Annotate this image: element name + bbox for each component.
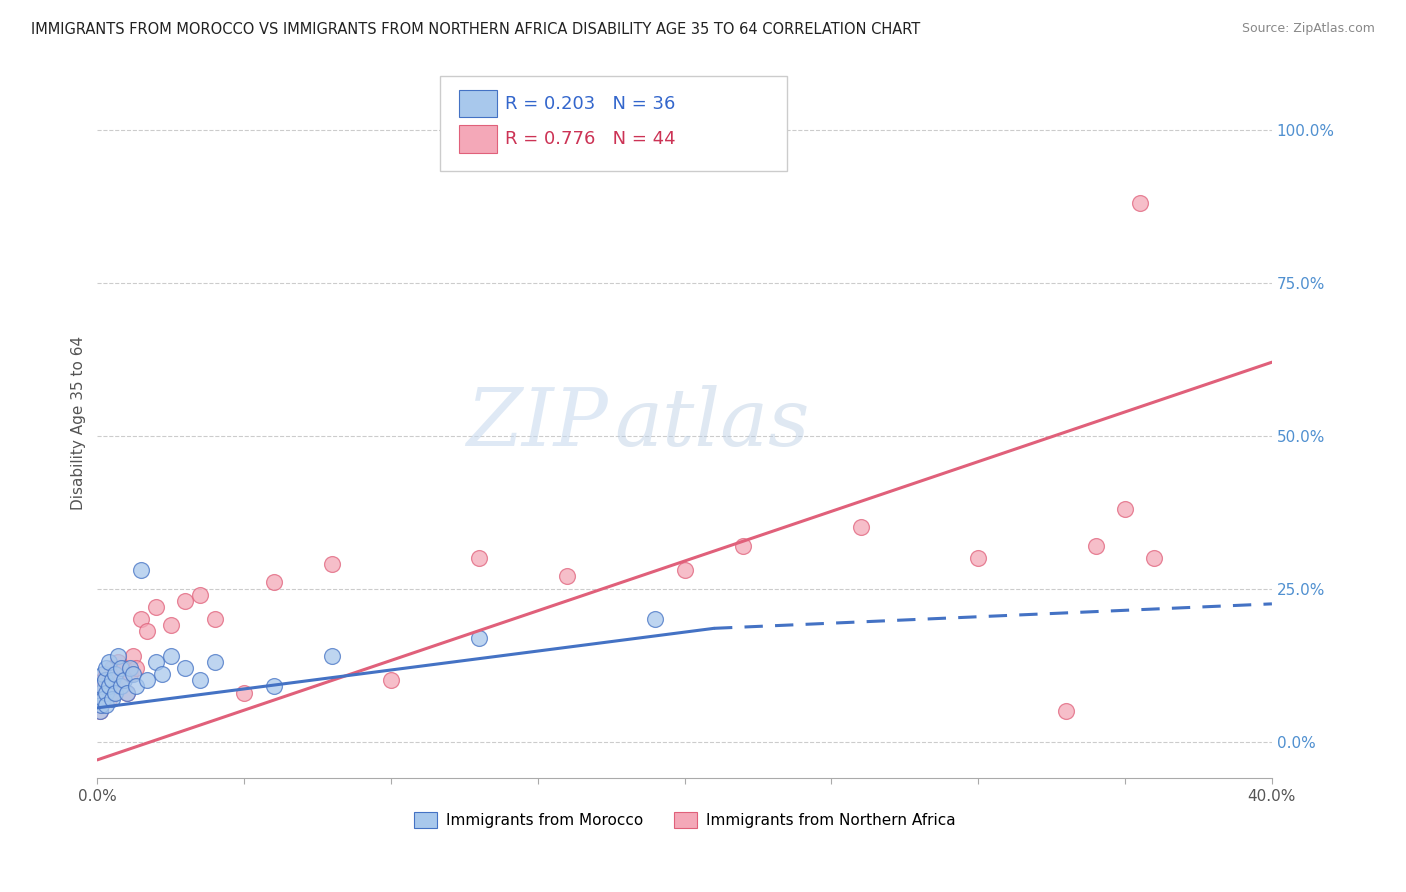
Point	[91, 691, 114, 706]
Point	[89, 685, 111, 699]
Point	[145, 599, 167, 614]
Point	[115, 685, 138, 699]
Point	[1143, 551, 1166, 566]
Text: atlas: atlas	[614, 384, 810, 462]
Point	[321, 557, 343, 571]
Point	[112, 661, 135, 675]
Point	[98, 691, 121, 706]
Point	[204, 655, 226, 669]
Point	[321, 648, 343, 663]
Point	[90, 698, 112, 712]
Point	[188, 588, 211, 602]
Point	[91, 667, 114, 681]
Text: R = 0.776   N = 44: R = 0.776 N = 44	[505, 130, 675, 148]
Point	[131, 612, 153, 626]
Point	[124, 680, 146, 694]
Point	[1114, 502, 1136, 516]
Point	[204, 612, 226, 626]
Point	[468, 551, 491, 566]
Point	[121, 648, 143, 663]
Point	[107, 648, 129, 663]
Point	[90, 680, 112, 694]
Point	[101, 673, 124, 688]
Point	[124, 661, 146, 675]
Point	[136, 673, 159, 688]
Point	[112, 673, 135, 688]
Point	[673, 563, 696, 577]
Point	[118, 661, 141, 675]
Point	[101, 685, 124, 699]
Point	[644, 612, 666, 626]
Point	[733, 539, 755, 553]
Point	[1054, 704, 1077, 718]
Point	[89, 704, 111, 718]
Point	[96, 667, 118, 681]
Point	[96, 685, 118, 699]
Point	[118, 667, 141, 681]
Point	[110, 661, 132, 675]
Point	[96, 661, 118, 675]
Point	[849, 520, 872, 534]
Point	[91, 673, 114, 688]
Legend: Immigrants from Morocco, Immigrants from Northern Africa: Immigrants from Morocco, Immigrants from…	[408, 806, 962, 834]
Point	[159, 648, 181, 663]
Point	[263, 575, 285, 590]
Point	[98, 673, 121, 688]
Point	[468, 631, 491, 645]
Point	[136, 624, 159, 639]
Point	[104, 667, 127, 681]
Point	[90, 680, 112, 694]
Point	[98, 680, 121, 694]
Point	[91, 691, 114, 706]
Point	[104, 680, 127, 694]
Point	[98, 655, 121, 669]
Point	[104, 667, 127, 681]
Point	[93, 673, 115, 688]
Point	[110, 680, 132, 694]
Point	[174, 594, 197, 608]
Point	[96, 698, 118, 712]
FancyBboxPatch shape	[440, 76, 787, 171]
Point	[380, 673, 402, 688]
Y-axis label: Disability Age 35 to 64: Disability Age 35 to 64	[72, 336, 86, 510]
Point	[96, 685, 118, 699]
Point	[101, 661, 124, 675]
Point	[101, 691, 124, 706]
Point	[174, 661, 197, 675]
Point	[131, 563, 153, 577]
Point	[233, 685, 256, 699]
Point	[93, 680, 115, 694]
Point	[107, 655, 129, 669]
Point	[121, 667, 143, 681]
Point	[967, 551, 990, 566]
Text: Source: ZipAtlas.com: Source: ZipAtlas.com	[1241, 22, 1375, 36]
Point	[1129, 196, 1152, 211]
Point	[145, 655, 167, 669]
Text: ZIP: ZIP	[467, 384, 609, 462]
Point	[188, 673, 211, 688]
Point	[89, 685, 111, 699]
Point	[115, 685, 138, 699]
Point	[90, 698, 112, 712]
Point	[263, 680, 285, 694]
Point	[104, 685, 127, 699]
FancyBboxPatch shape	[460, 90, 496, 118]
Point	[1084, 539, 1107, 553]
Point	[159, 618, 181, 632]
Text: R = 0.203   N = 36: R = 0.203 N = 36	[505, 95, 675, 113]
Point	[89, 704, 111, 718]
FancyBboxPatch shape	[460, 125, 496, 153]
Text: IMMIGRANTS FROM MOROCCO VS IMMIGRANTS FROM NORTHERN AFRICA DISABILITY AGE 35 TO : IMMIGRANTS FROM MOROCCO VS IMMIGRANTS FR…	[31, 22, 920, 37]
Point	[110, 673, 132, 688]
Point	[150, 667, 173, 681]
Point	[555, 569, 578, 583]
